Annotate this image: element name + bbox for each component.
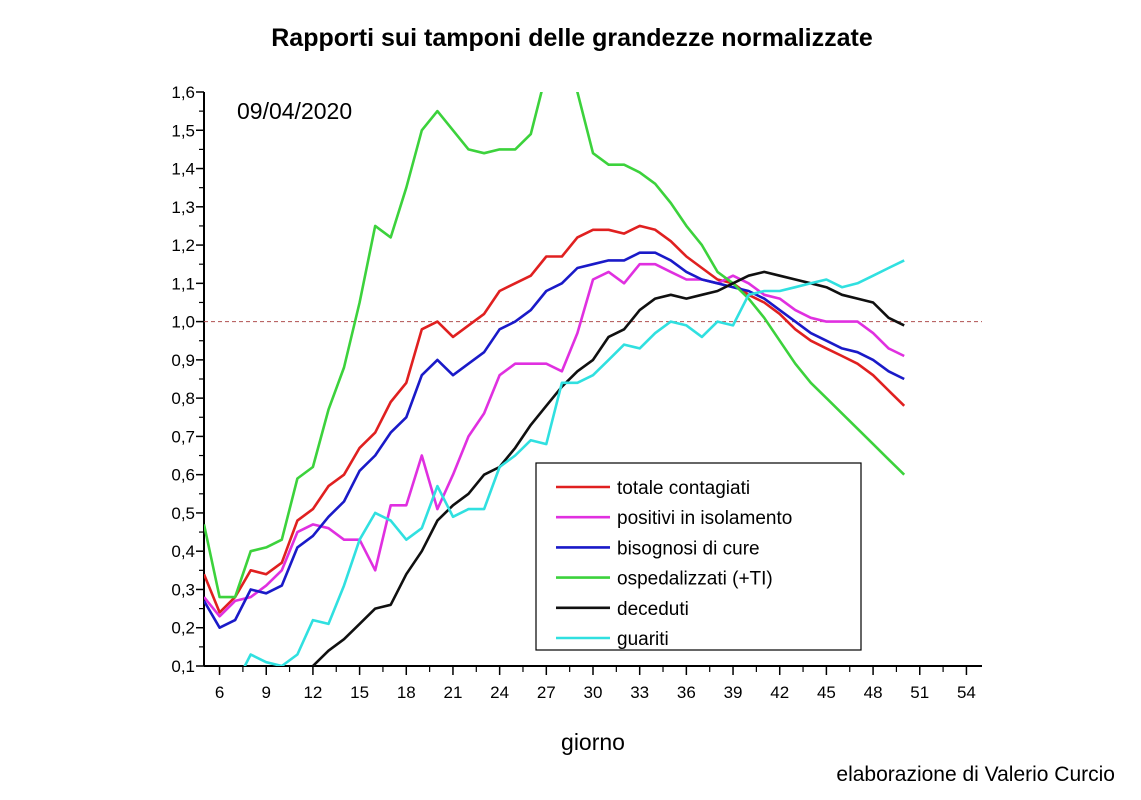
y-tick-label: 0,3 [171, 580, 195, 599]
x-tick-label: 48 [864, 683, 883, 702]
x-tick-label: 6 [215, 683, 224, 702]
y-tick-label: 0,5 [171, 504, 195, 523]
legend-label: ospedalizzati (+TI) [617, 569, 773, 590]
x-tick-label: 39 [724, 683, 743, 702]
x-tick-label: 30 [584, 683, 603, 702]
chart-title: Rapporti sui tamponi delle grandezze nor… [271, 24, 873, 52]
x-tick-label: 21 [443, 683, 462, 702]
x-axis-label: giorno [561, 729, 625, 755]
y-tick-label: 1,5 [171, 121, 195, 140]
x-tick-label: 15 [350, 683, 369, 702]
date-label: 09/04/2020 [237, 98, 352, 124]
axes: 0,1 0,2 0,3 0,4 0,5 0,6 0,7 0,8 0,9 1,0 1,1 1,2 1,3 1… [171, 83, 982, 702]
y-tick-label: 0,8 [171, 389, 195, 408]
x-tick-label: 54 [957, 683, 976, 702]
legend-label: deceduti [617, 599, 689, 620]
legend-label: guariti [617, 629, 669, 650]
x-tick-label: 42 [770, 683, 789, 702]
series-line-0 [204, 224, 906, 614]
legend-label: positivi in isolamento [617, 508, 792, 529]
y-tick-label: 1,0 [171, 313, 195, 332]
series-line-3 [204, 92, 906, 599]
legend: totale contagiati positivi in isolamento b… [535, 462, 862, 651]
y-tick-label: 0,9 [171, 351, 195, 370]
y-tick-label: 0,7 [171, 427, 195, 446]
x-tick-label: 36 [677, 683, 696, 702]
y-tick-label: 0,2 [171, 619, 195, 638]
credit-text: elaborazione di Valerio Curcio [836, 763, 1115, 786]
y-tick-label: 0,6 [171, 466, 195, 485]
y-tick-label: 0,1 [171, 657, 195, 676]
x-tick-label: 27 [537, 683, 556, 702]
x-tick-label: 18 [397, 683, 416, 702]
x-tick-label: 24 [490, 683, 509, 702]
y-tick-label: 1,1 [171, 274, 195, 293]
x-tick-label: 45 [817, 683, 836, 702]
legend-label: bisognosi di cure [617, 538, 760, 559]
x-tick-label: 33 [630, 683, 649, 702]
x-tick-label: 51 [910, 683, 929, 702]
series-line-4 [311, 270, 905, 666]
x-tick-label: 9 [262, 683, 271, 702]
legend-label: totale contagiati [617, 478, 750, 499]
series-line-2 [204, 251, 905, 629]
series-line-5 [243, 259, 905, 666]
y-tick-label: 0,4 [171, 542, 195, 561]
y-tick-label: 1,4 [171, 160, 195, 179]
y-tick-label: 1,6 [171, 83, 195, 102]
x-tick-label: 12 [303, 683, 322, 702]
y-tick-label: 1,3 [171, 198, 195, 217]
series-lines [204, 92, 906, 666]
y-tick-label: 1,2 [171, 236, 195, 255]
